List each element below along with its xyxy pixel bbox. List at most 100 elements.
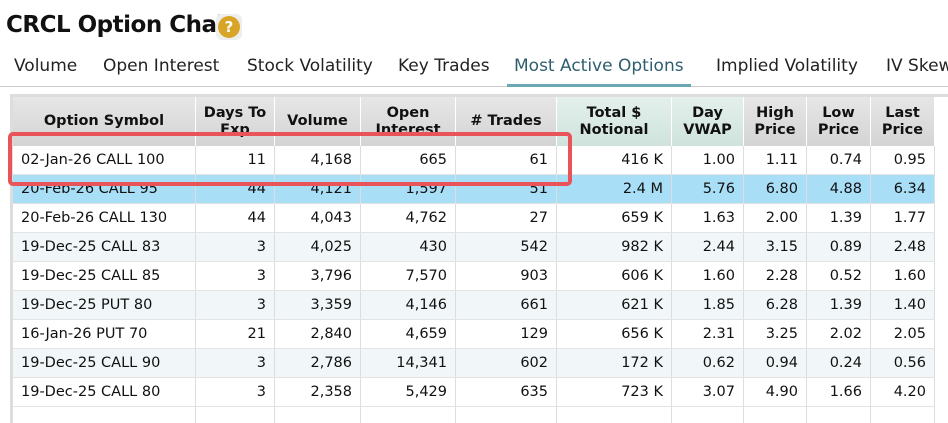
table-cell: 3	[195, 377, 275, 407]
table-cell: 4.88	[806, 174, 871, 204]
table-cell: 19-Dec-25 CALL 90	[13, 348, 196, 378]
table-row[interactable]: 20-Feb-26 CALL 130 44 4,043 4,762 27 659 K 1.6…	[13, 203, 935, 233]
table-cell: 1.39	[806, 290, 871, 320]
table-cell: 542	[455, 232, 557, 262]
help-icon[interactable]: ?	[218, 16, 240, 38]
table-cell: 2.4 M	[556, 174, 672, 204]
table-cell: 1.66	[806, 377, 871, 407]
tab-bar: Volume Open Interest Stock Volatility Key T…	[0, 56, 948, 87]
table-cell: 61	[455, 146, 557, 175]
table-cell: 1.77	[870, 203, 935, 233]
column-header: Low Price	[806, 97, 871, 146]
table-row[interactable]: 19-Dec-25 CALL 85 3 3,796 7,570 903 606 K 1.60…	[13, 261, 935, 291]
table-cell: 3	[195, 290, 275, 320]
table-cell: 6.34	[870, 174, 935, 204]
table-cell: 2.05	[870, 319, 935, 349]
table-cell: 14,341	[360, 348, 456, 378]
table-cell: 3,796	[274, 261, 361, 291]
table-cell: 0.89	[806, 232, 871, 262]
table-cell: 27	[455, 203, 557, 233]
table-cell: 2,840	[274, 319, 361, 349]
table-cell: 661	[455, 290, 557, 320]
highlight-box	[8, 132, 572, 186]
page-title: CRCL Option Chain	[6, 12, 240, 38]
table-row[interactable]: 02-Jan-26 CALL 100 11 4,168 665 61 416 K 1.00 1…	[13, 146, 935, 175]
table-cell: 3	[195, 348, 275, 378]
table-row[interactable]: 19-Dec-25 CALL 90 3 2,786 14,341 602 172 K 0.6…	[13, 348, 935, 378]
table-cell: 0.52	[806, 261, 871, 291]
help-button[interactable]: ?	[216, 14, 242, 40]
table-cell: 7,570	[360, 261, 456, 291]
column-header: Last Price	[870, 97, 935, 146]
table-cell: 6.80	[743, 174, 807, 204]
table-cell: 19-Dec-25 PUT 80	[13, 290, 196, 320]
column-header: # Trades	[455, 97, 557, 146]
table-cell: 0.95	[870, 146, 935, 175]
table-cell: 982 K	[556, 232, 672, 262]
table-cell: 0.24	[806, 348, 871, 378]
tab[interactable]: IV Skew	[886, 56, 948, 76]
column-header: Day VWAP	[671, 97, 744, 146]
table-cell: 11	[195, 146, 275, 175]
column-header: Days To Exp	[195, 97, 275, 146]
table-cell: 44	[195, 203, 275, 233]
table-row[interactable]: 19-Dec-25 CALL 83 3 4,025 430 542 982 K 2.44 3.…	[13, 232, 935, 262]
table-cell: 19-Dec-25 CALL 80	[13, 377, 196, 407]
table-body: 02-Jan-26 CALL 100 11 4,168 665 61 416 K 1.00 1…	[13, 146, 935, 423]
column-header: Option Symbol	[13, 97, 196, 146]
table-cell: 16-Jan-26 PUT 70	[13, 319, 196, 349]
empty-cell	[556, 406, 672, 423]
table-cell: 635	[455, 377, 557, 407]
table-cell: 1.11	[743, 146, 807, 175]
table-row[interactable]: 19-Dec-25 PUT 80 3 3,359 4,146 661 621 K 1.85 6…	[13, 290, 935, 320]
table-cell: 2.48	[870, 232, 935, 262]
empty-cell	[360, 406, 456, 423]
tab[interactable]: Implied Volatility	[716, 56, 858, 76]
table-cell: 1.60	[671, 261, 744, 291]
table-cell: 1.00	[671, 146, 744, 175]
table-cell: 6.28	[743, 290, 807, 320]
tab[interactable]: Open Interest	[103, 56, 220, 76]
table-cell: 1.63	[671, 203, 744, 233]
table-cell: 3,359	[274, 290, 361, 320]
table-cell: 621 K	[556, 290, 672, 320]
table-cell: 5,429	[360, 377, 456, 407]
table-cell: 5.76	[671, 174, 744, 204]
table-cell: 0.62	[671, 348, 744, 378]
empty-cell	[671, 406, 744, 423]
table-cell: 2,786	[274, 348, 361, 378]
table-cell: 0.56	[870, 348, 935, 378]
table-cell: 903	[455, 261, 557, 291]
table-cell: 2,358	[274, 377, 361, 407]
tab[interactable]: Stock Volatility	[247, 56, 373, 76]
tab[interactable]: Volume	[14, 56, 78, 76]
table-cell: 4,121	[274, 174, 361, 204]
table-cell: 1.39	[806, 203, 871, 233]
table-cell: 2.00	[743, 203, 807, 233]
table-cell: 4,146	[360, 290, 456, 320]
table-row[interactable]: 16-Jan-26 PUT 70 21 2,840 4,659 129 656 K 2.31…	[13, 319, 935, 349]
table-cell: 19-Dec-25 CALL 83	[13, 232, 196, 262]
table-cell: 4.90	[743, 377, 807, 407]
table-cell: 2.28	[743, 261, 807, 291]
table-row[interactable]: 19-Dec-25 CALL 80 3 2,358 5,429 635 723 K 3.07…	[13, 377, 935, 407]
column-header: Total $ Notional	[556, 97, 672, 146]
table-cell: 665	[360, 146, 456, 175]
table-cell: 0.94	[743, 348, 807, 378]
column-header: Volume	[274, 97, 361, 146]
table-cell: 172 K	[556, 348, 672, 378]
table-cell: 659 K	[556, 203, 672, 233]
table-cell: 4,025	[274, 232, 361, 262]
table-cell: 430	[360, 232, 456, 262]
table-cell: 602	[455, 348, 557, 378]
table-cell: 4,043	[274, 203, 361, 233]
empty-cell	[870, 406, 935, 423]
table-cell: 0.74	[806, 146, 871, 175]
empty-cell	[806, 406, 871, 423]
cut-off-row	[13, 406, 935, 423]
tab[interactable]: Most Active Options	[507, 56, 691, 87]
table-cell: 606 K	[556, 261, 672, 291]
tab[interactable]: Key Trades	[398, 56, 490, 76]
empty-cell	[743, 406, 807, 423]
